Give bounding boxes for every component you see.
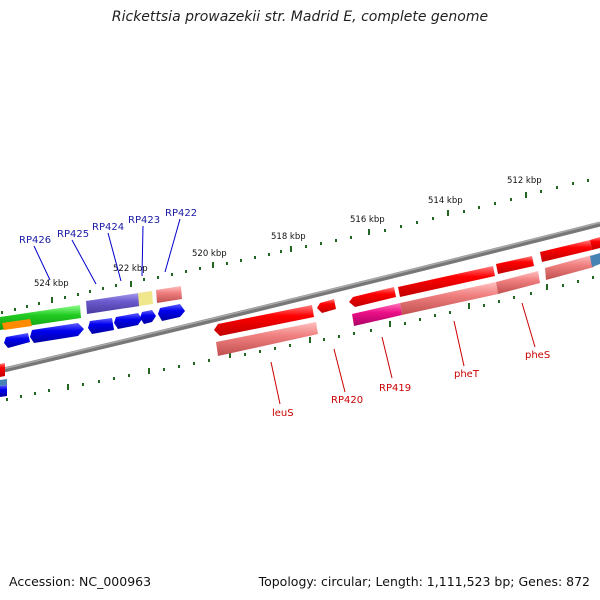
gene-feature-RP420[interactable] [317, 299, 336, 313]
gene-feature-khaki[interactable] [138, 291, 153, 306]
gene-feature-pheS-pink[interactable] [496, 271, 540, 294]
scale-label-518: 518 kbp [271, 232, 306, 242]
gene-feature-steelblue-left[interactable] [0, 379, 7, 386]
genome-backbone [0, 221, 600, 374]
gene-label-RP422[interactable]: RP422 [165, 208, 197, 219]
gene-feature-pheT-upper[interactable] [398, 266, 495, 297]
map-title: Rickettsia prowazekii str. Madrid E, com… [111, 9, 489, 25]
gene-feature-blue-3[interactable] [88, 318, 114, 334]
gene-feature-leuS-pink[interactable] [216, 322, 318, 356]
gene-label-RP423[interactable]: RP423 [128, 215, 160, 226]
gene-label-RP425[interactable]: RP425 [57, 229, 89, 240]
gene-feature-pheS-upper[interactable] [496, 256, 534, 274]
gene-label-RP426[interactable]: RP426 [19, 235, 51, 246]
gene-labels-reverse: leuS RP420 RP419 pheT pheS [272, 350, 550, 419]
gene-feature-pink-rp422[interactable] [156, 286, 182, 303]
gene-label-RP419[interactable]: RP419 [379, 383, 411, 394]
gene-label-leuS[interactable]: leuS [272, 408, 294, 419]
scale-label-514: 514 kbp [428, 196, 463, 206]
gene-feature-leuS[interactable] [214, 305, 314, 336]
gene-feature-orange[interactable] [2, 319, 32, 330]
gene-feature-purple[interactable] [86, 293, 140, 314]
gene-feature-red-edge[interactable] [590, 237, 600, 250]
scale-labels: 512 kbp 514 kbp 516 kbp 518 kbp 520 kbp … [34, 176, 542, 289]
scale-label-520: 520 kbp [192, 249, 227, 259]
gene-label-pheS[interactable]: pheS [525, 350, 550, 361]
gene-feature-blue-4[interactable] [114, 313, 142, 329]
gene-feature-blue-2[interactable] [30, 323, 84, 343]
gene-label-pheT[interactable]: pheT [454, 369, 480, 380]
gene-label-RP424[interactable]: RP424 [92, 222, 124, 233]
gene-feature-blue-left-edge[interactable] [0, 385, 7, 397]
accession-text: Accession: NC_000963 [9, 574, 152, 589]
feature-track-reverse [0, 271, 540, 397]
gene-feature-blue-5[interactable] [140, 310, 156, 324]
gene-feature-red-left-edge[interactable] [0, 363, 5, 377]
scale-label-522: 522 kbp [113, 264, 148, 274]
gene-feature-red-right[interactable] [540, 240, 592, 262]
gene-feature-pheT-pink[interactable] [400, 282, 498, 315]
scale-label-524: 524 kbp [34, 279, 69, 289]
gene-feature-steelblue[interactable] [590, 253, 600, 267]
feature-track-forward [0, 237, 600, 330]
gene-feature-pink-right[interactable] [545, 255, 594, 280]
outer-tick-track [1, 179, 589, 314]
gene-label-RP420[interactable]: RP420 [331, 395, 363, 406]
scale-label-516: 516 kbp [350, 215, 385, 225]
gene-feature-RP419[interactable] [349, 287, 396, 307]
gene-feature-blue-1[interactable] [4, 333, 30, 348]
label-leader-lines [33, 218, 536, 405]
scale-label-512: 512 kbp [507, 176, 542, 186]
gene-feature-RP419-magenta[interactable] [352, 303, 402, 326]
gene-feature-blue-6[interactable] [158, 304, 185, 321]
genome-summary-text: Topology: circular; Length: 1,111,523 bp… [258, 574, 590, 589]
inner-tick-track [6, 276, 594, 401]
gene-labels-forward: RP426 RP425 RP424 RP423 RP422 [19, 208, 197, 246]
